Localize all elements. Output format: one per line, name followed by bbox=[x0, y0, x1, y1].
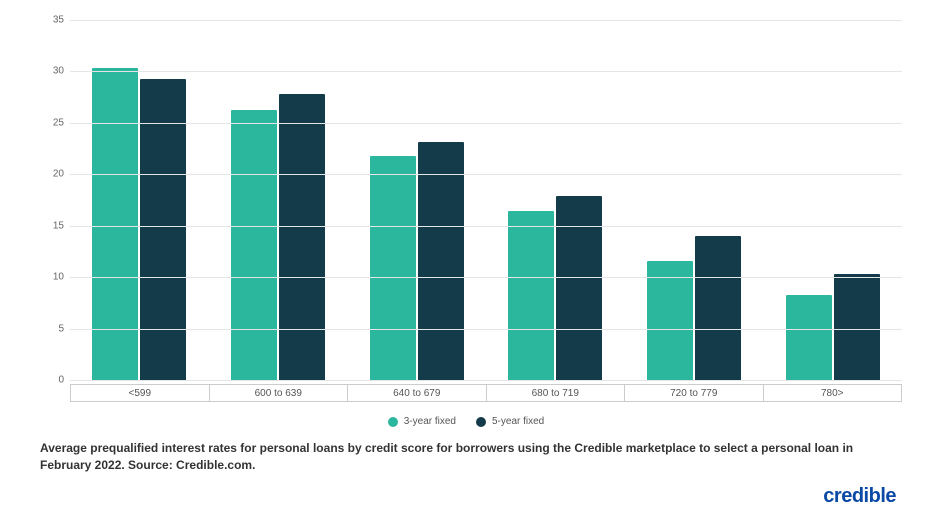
x-category-label: 600 to 639 bbox=[210, 384, 349, 402]
gridline bbox=[70, 277, 902, 278]
brand-text: credible bbox=[823, 485, 896, 507]
y-tick-label: 0 bbox=[58, 375, 64, 386]
legend-item: 3-year fixed bbox=[388, 416, 456, 427]
bar-group bbox=[625, 20, 764, 380]
bar bbox=[279, 94, 325, 380]
x-category-label: 640 to 679 bbox=[348, 384, 487, 402]
gridline bbox=[70, 20, 902, 21]
bar bbox=[647, 261, 693, 380]
gridline bbox=[70, 123, 902, 124]
gridline bbox=[70, 226, 902, 227]
chart-container: 05101520253035 <599600 to 639640 to 6796… bbox=[30, 20, 902, 410]
x-category-label: 720 to 779 bbox=[625, 384, 764, 402]
y-tick-label: 10 bbox=[53, 272, 64, 283]
x-category-row: <599600 to 639640 to 679680 to 719720 to… bbox=[70, 380, 902, 402]
bar-group bbox=[486, 20, 625, 380]
y-axis: 05101520253035 bbox=[30, 20, 70, 410]
bar bbox=[370, 156, 416, 380]
bar bbox=[418, 142, 464, 380]
bar-group bbox=[763, 20, 902, 380]
bar bbox=[92, 68, 138, 380]
legend-swatch bbox=[476, 417, 486, 427]
x-category-label: <599 bbox=[70, 384, 210, 402]
bar bbox=[556, 196, 602, 380]
bar bbox=[786, 295, 832, 380]
legend-label: 5-year fixed bbox=[492, 416, 544, 427]
y-tick-label: 35 bbox=[53, 15, 64, 26]
gridline bbox=[70, 174, 902, 175]
legend-label: 3-year fixed bbox=[404, 416, 456, 427]
bar bbox=[140, 79, 186, 380]
x-category-label: 780> bbox=[764, 384, 903, 402]
bar bbox=[695, 236, 741, 380]
gridline bbox=[70, 329, 902, 330]
y-tick-label: 20 bbox=[53, 169, 64, 180]
x-axis: <599600 to 639640 to 679680 to 719720 to… bbox=[70, 380, 902, 410]
y-tick-label: 5 bbox=[58, 323, 64, 334]
bar-group bbox=[347, 20, 486, 380]
legend: 3-year fixed 5-year fixed bbox=[0, 416, 932, 430]
x-category-label: 680 to 719 bbox=[487, 384, 626, 402]
y-tick-label: 25 bbox=[53, 117, 64, 128]
bar bbox=[508, 211, 554, 380]
bar-group bbox=[209, 20, 348, 380]
bar-group bbox=[70, 20, 209, 380]
caption-text: Average prequalified interest rates for … bbox=[40, 440, 892, 475]
y-tick-label: 30 bbox=[53, 66, 64, 77]
bar-groups bbox=[70, 20, 902, 380]
plot-area bbox=[70, 20, 902, 380]
legend-swatch bbox=[388, 417, 398, 427]
brand-logo: credible bbox=[823, 485, 896, 508]
y-tick-label: 15 bbox=[53, 220, 64, 231]
legend-item: 5-year fixed bbox=[476, 416, 544, 427]
gridline bbox=[70, 71, 902, 72]
bar bbox=[834, 274, 880, 380]
bar bbox=[231, 110, 277, 381]
